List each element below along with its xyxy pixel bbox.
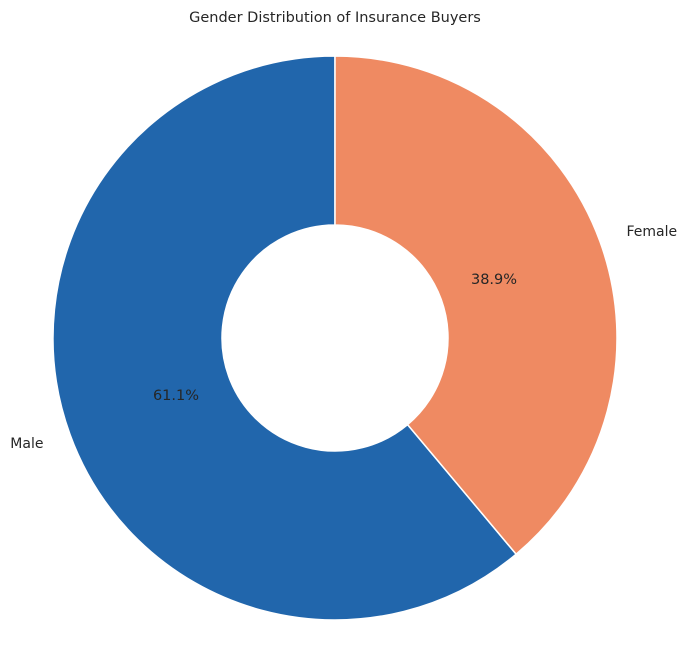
- slice-female: [334, 55, 618, 555]
- chart-title: Gender Distribution of Insurance Buyers: [189, 10, 481, 26]
- percent-label-male: 61.1%: [153, 388, 199, 404]
- category-label-female: Female: [627, 224, 678, 240]
- labels-group: Male 61.1% Female 38.9%: [10, 224, 677, 452]
- slice-male: [52, 55, 517, 621]
- slices-group: [52, 55, 618, 621]
- percent-label-female: 38.9%: [471, 272, 517, 288]
- category-label-male: Male: [10, 436, 43, 452]
